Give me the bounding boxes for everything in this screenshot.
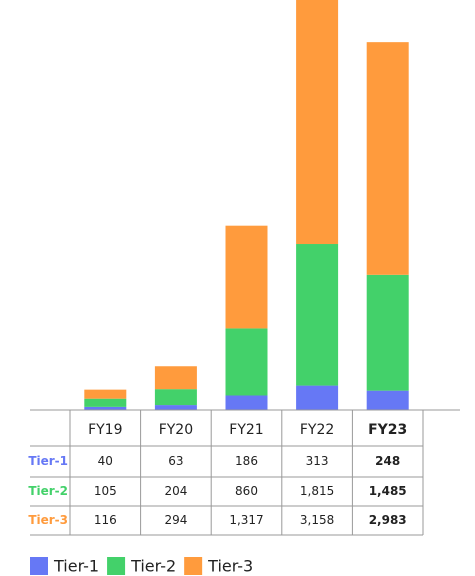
table-cell: 248	[375, 454, 400, 468]
bar-segment	[154, 389, 197, 406]
bar-segment	[225, 225, 268, 329]
bar-segment	[296, 0, 339, 245]
bar-segment	[225, 395, 268, 410]
table-cell: 2,983	[369, 513, 407, 527]
column-header: FY22	[300, 422, 334, 438]
table-cell: 3,158	[300, 513, 334, 527]
table-cell: 63	[168, 454, 183, 468]
legend-label: Tier-3	[207, 557, 253, 576]
table-cell: 105	[94, 484, 117, 498]
bar-segment	[296, 385, 339, 410]
bar-segment	[154, 366, 197, 390]
row-label: Tier-3	[28, 513, 68, 527]
legend-label: Tier-2	[130, 557, 176, 576]
table-cell: 313	[306, 454, 329, 468]
column-header: FY23	[368, 422, 407, 438]
table-cell: 294	[164, 513, 187, 527]
table-cell: 204	[164, 484, 187, 498]
column-header: FY19	[88, 422, 122, 438]
table-cell: 1,317	[229, 513, 263, 527]
table-cell: 116	[94, 513, 117, 527]
bar-segment	[84, 398, 127, 407]
bar-segment	[154, 405, 197, 410]
bar-segment	[225, 328, 268, 396]
legend-swatch	[184, 557, 203, 575]
legend-swatch	[107, 557, 126, 575]
table-cell: 186	[235, 454, 258, 468]
bar-segment	[366, 390, 409, 410]
table-cell: 1,815	[300, 484, 334, 498]
bar-segment	[84, 389, 127, 399]
bar-segment	[366, 42, 409, 275]
table-cell: 860	[235, 484, 258, 498]
row-label: Tier-2	[28, 484, 68, 498]
row-label: Tier-1	[28, 454, 68, 468]
legend-label: Tier-1	[53, 557, 99, 576]
bar-segment	[296, 244, 339, 386]
legend-swatch	[30, 557, 48, 575]
column-header: FY20	[159, 422, 193, 438]
table-cell: 1,485	[369, 484, 407, 498]
table-cell: 40	[98, 454, 113, 468]
bar-segment	[84, 406, 127, 410]
column-header: FY21	[229, 422, 263, 438]
bar-segment	[366, 274, 409, 391]
